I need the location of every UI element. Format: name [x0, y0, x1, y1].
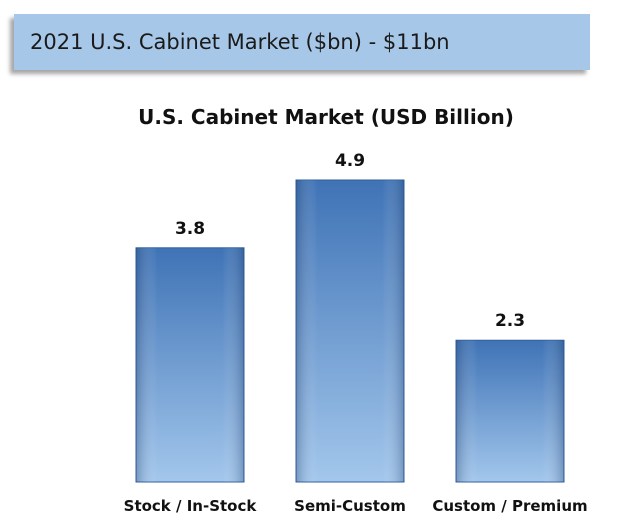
- bar-sheen-stock-in-stock: [136, 247, 244, 482]
- bar-group: 3.8 Stock / In-Stock 4.9 Semi-Custom 2.3 Cust…: [124, 151, 588, 515]
- category-label-custom-premium: Custom / Premium: [432, 497, 587, 515]
- bar-sheen-semi-custom: [296, 180, 404, 482]
- summary-banner-text: 2021 U.S. Cabinet Market ($bn) - $11bn: [30, 30, 450, 54]
- chart-title: U.S. Cabinet Market (USD Billion): [138, 105, 514, 129]
- data-label-custom-premium: 2.3: [495, 311, 525, 331]
- category-label-stock-in-stock: Stock / In-Stock: [124, 497, 258, 515]
- data-label-stock-in-stock: 3.8: [175, 219, 205, 239]
- summary-banner: 2021 U.S. Cabinet Market ($bn) - $11bn: [14, 14, 590, 70]
- category-label-semi-custom: Semi-Custom: [294, 497, 406, 515]
- bar-sheen-custom-premium: [456, 340, 564, 482]
- data-label-semi-custom: 4.9: [335, 151, 365, 171]
